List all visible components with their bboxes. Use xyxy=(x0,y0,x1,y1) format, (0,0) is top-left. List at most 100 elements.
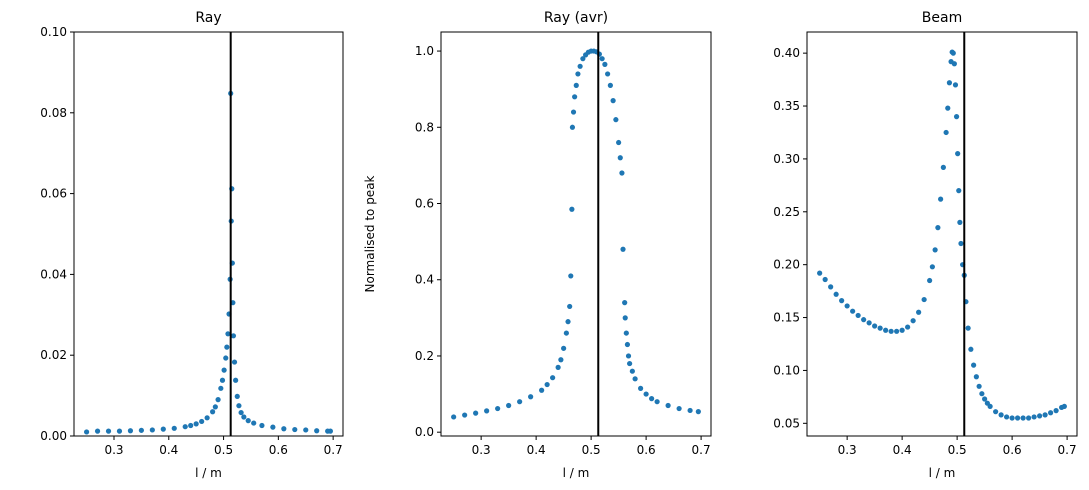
data-point xyxy=(945,105,951,111)
data-point xyxy=(127,428,134,434)
data-point xyxy=(987,403,993,409)
data-point xyxy=(622,300,628,306)
data-point xyxy=(828,284,834,290)
y-tick-label: 0.00 xyxy=(40,429,67,443)
y-tick-label: 1.0 xyxy=(415,44,434,58)
data-point xyxy=(281,426,287,432)
x-tick-label: 0.6 xyxy=(1003,443,1022,457)
y-tick-label: 0.0 xyxy=(415,425,434,439)
data-point xyxy=(822,276,828,283)
y-tick-label: 0.02 xyxy=(40,348,67,362)
data-point xyxy=(665,402,671,409)
plot-area xyxy=(84,32,333,436)
data-point xyxy=(223,355,229,361)
data-point xyxy=(1020,415,1026,421)
data-point xyxy=(940,164,946,170)
plot-area xyxy=(451,32,701,436)
x-tick-label: 0.4 xyxy=(893,443,912,457)
data-point xyxy=(968,346,974,352)
data-point xyxy=(160,426,166,432)
data-point xyxy=(952,82,959,88)
y-tick-label: 0.6 xyxy=(415,197,434,211)
data-point xyxy=(259,422,265,429)
data-point xyxy=(617,155,623,161)
data-point xyxy=(303,427,309,433)
data-point xyxy=(844,303,850,309)
data-point xyxy=(215,397,221,403)
data-point xyxy=(210,409,216,415)
data-point xyxy=(193,421,199,427)
x-axis-label: l / m xyxy=(929,466,956,480)
y-tick-label: 0.2 xyxy=(415,349,434,363)
x-tick-label: 0.3 xyxy=(472,443,491,457)
data-point xyxy=(605,71,611,77)
data-point xyxy=(245,418,251,424)
data-point xyxy=(616,139,622,146)
x-tick-label: 0.5 xyxy=(214,443,233,457)
chart-title: Ray (avr) xyxy=(544,10,608,26)
y-tick-label: 0.20 xyxy=(773,258,800,272)
data-point xyxy=(872,323,878,329)
y-tick-label: 0.08 xyxy=(40,106,67,120)
data-point xyxy=(451,414,457,420)
data-point xyxy=(910,318,916,324)
data-point xyxy=(1004,414,1010,420)
data-point xyxy=(1053,408,1059,414)
data-point xyxy=(1026,415,1032,421)
data-point xyxy=(495,405,501,412)
data-point xyxy=(1031,414,1037,420)
y-tick-label: 0.06 xyxy=(40,187,67,201)
plot-area xyxy=(817,32,1067,436)
data-point xyxy=(629,368,635,374)
data-point xyxy=(993,409,999,415)
x-axis-label: l / m xyxy=(563,466,590,480)
data-point xyxy=(607,82,613,88)
data-point xyxy=(916,309,922,315)
data-point xyxy=(544,381,550,388)
x-tick-label: 0.7 xyxy=(324,443,343,457)
data-point xyxy=(231,359,238,365)
y-tick-label: 0.05 xyxy=(773,416,800,430)
data-point xyxy=(234,393,240,400)
y-tick-label: 0.30 xyxy=(773,152,800,166)
data-point xyxy=(855,312,861,319)
y-tick-label: 0.15 xyxy=(773,311,800,325)
x-tick-label: 0.4 xyxy=(159,443,178,457)
data-point xyxy=(938,196,944,202)
data-point xyxy=(570,109,577,115)
data-point xyxy=(998,412,1004,418)
data-point xyxy=(314,428,320,434)
data-point xyxy=(219,377,226,383)
data-point xyxy=(238,409,244,416)
data-point xyxy=(517,399,523,405)
data-point xyxy=(233,377,239,383)
x-tick-label: 0.7 xyxy=(692,443,711,457)
data-point xyxy=(327,428,333,434)
data-point xyxy=(602,61,608,67)
data-point xyxy=(956,188,962,194)
data-point xyxy=(971,362,977,368)
data-point xyxy=(1015,415,1021,421)
axes-frame xyxy=(73,31,344,437)
data-point xyxy=(839,298,845,304)
data-point xyxy=(599,56,605,62)
x-axis-label: l / m xyxy=(195,466,222,480)
data-point xyxy=(817,270,823,276)
x-tick-label: 0.7 xyxy=(1058,443,1077,457)
data-point xyxy=(171,425,177,431)
data-point xyxy=(204,415,210,421)
y-tick-label: 0.35 xyxy=(773,99,800,113)
data-point xyxy=(572,94,578,100)
x-tick-label: 0.4 xyxy=(527,443,546,457)
data-point xyxy=(1009,415,1015,421)
data-point xyxy=(632,376,638,382)
data-point xyxy=(676,405,682,412)
panel-ray-avr: 0.3 0.4 0.5 0.6 0.7 0.0 0.2 0.4 0.6 0.8 1.0 Ray (a… xyxy=(363,10,712,480)
data-point xyxy=(1042,412,1048,418)
x-tick-label: 0.5 xyxy=(582,443,601,457)
data-point xyxy=(565,319,571,325)
data-point xyxy=(627,360,633,367)
data-point xyxy=(905,324,911,330)
data-point xyxy=(943,129,949,136)
data-point xyxy=(695,409,701,415)
